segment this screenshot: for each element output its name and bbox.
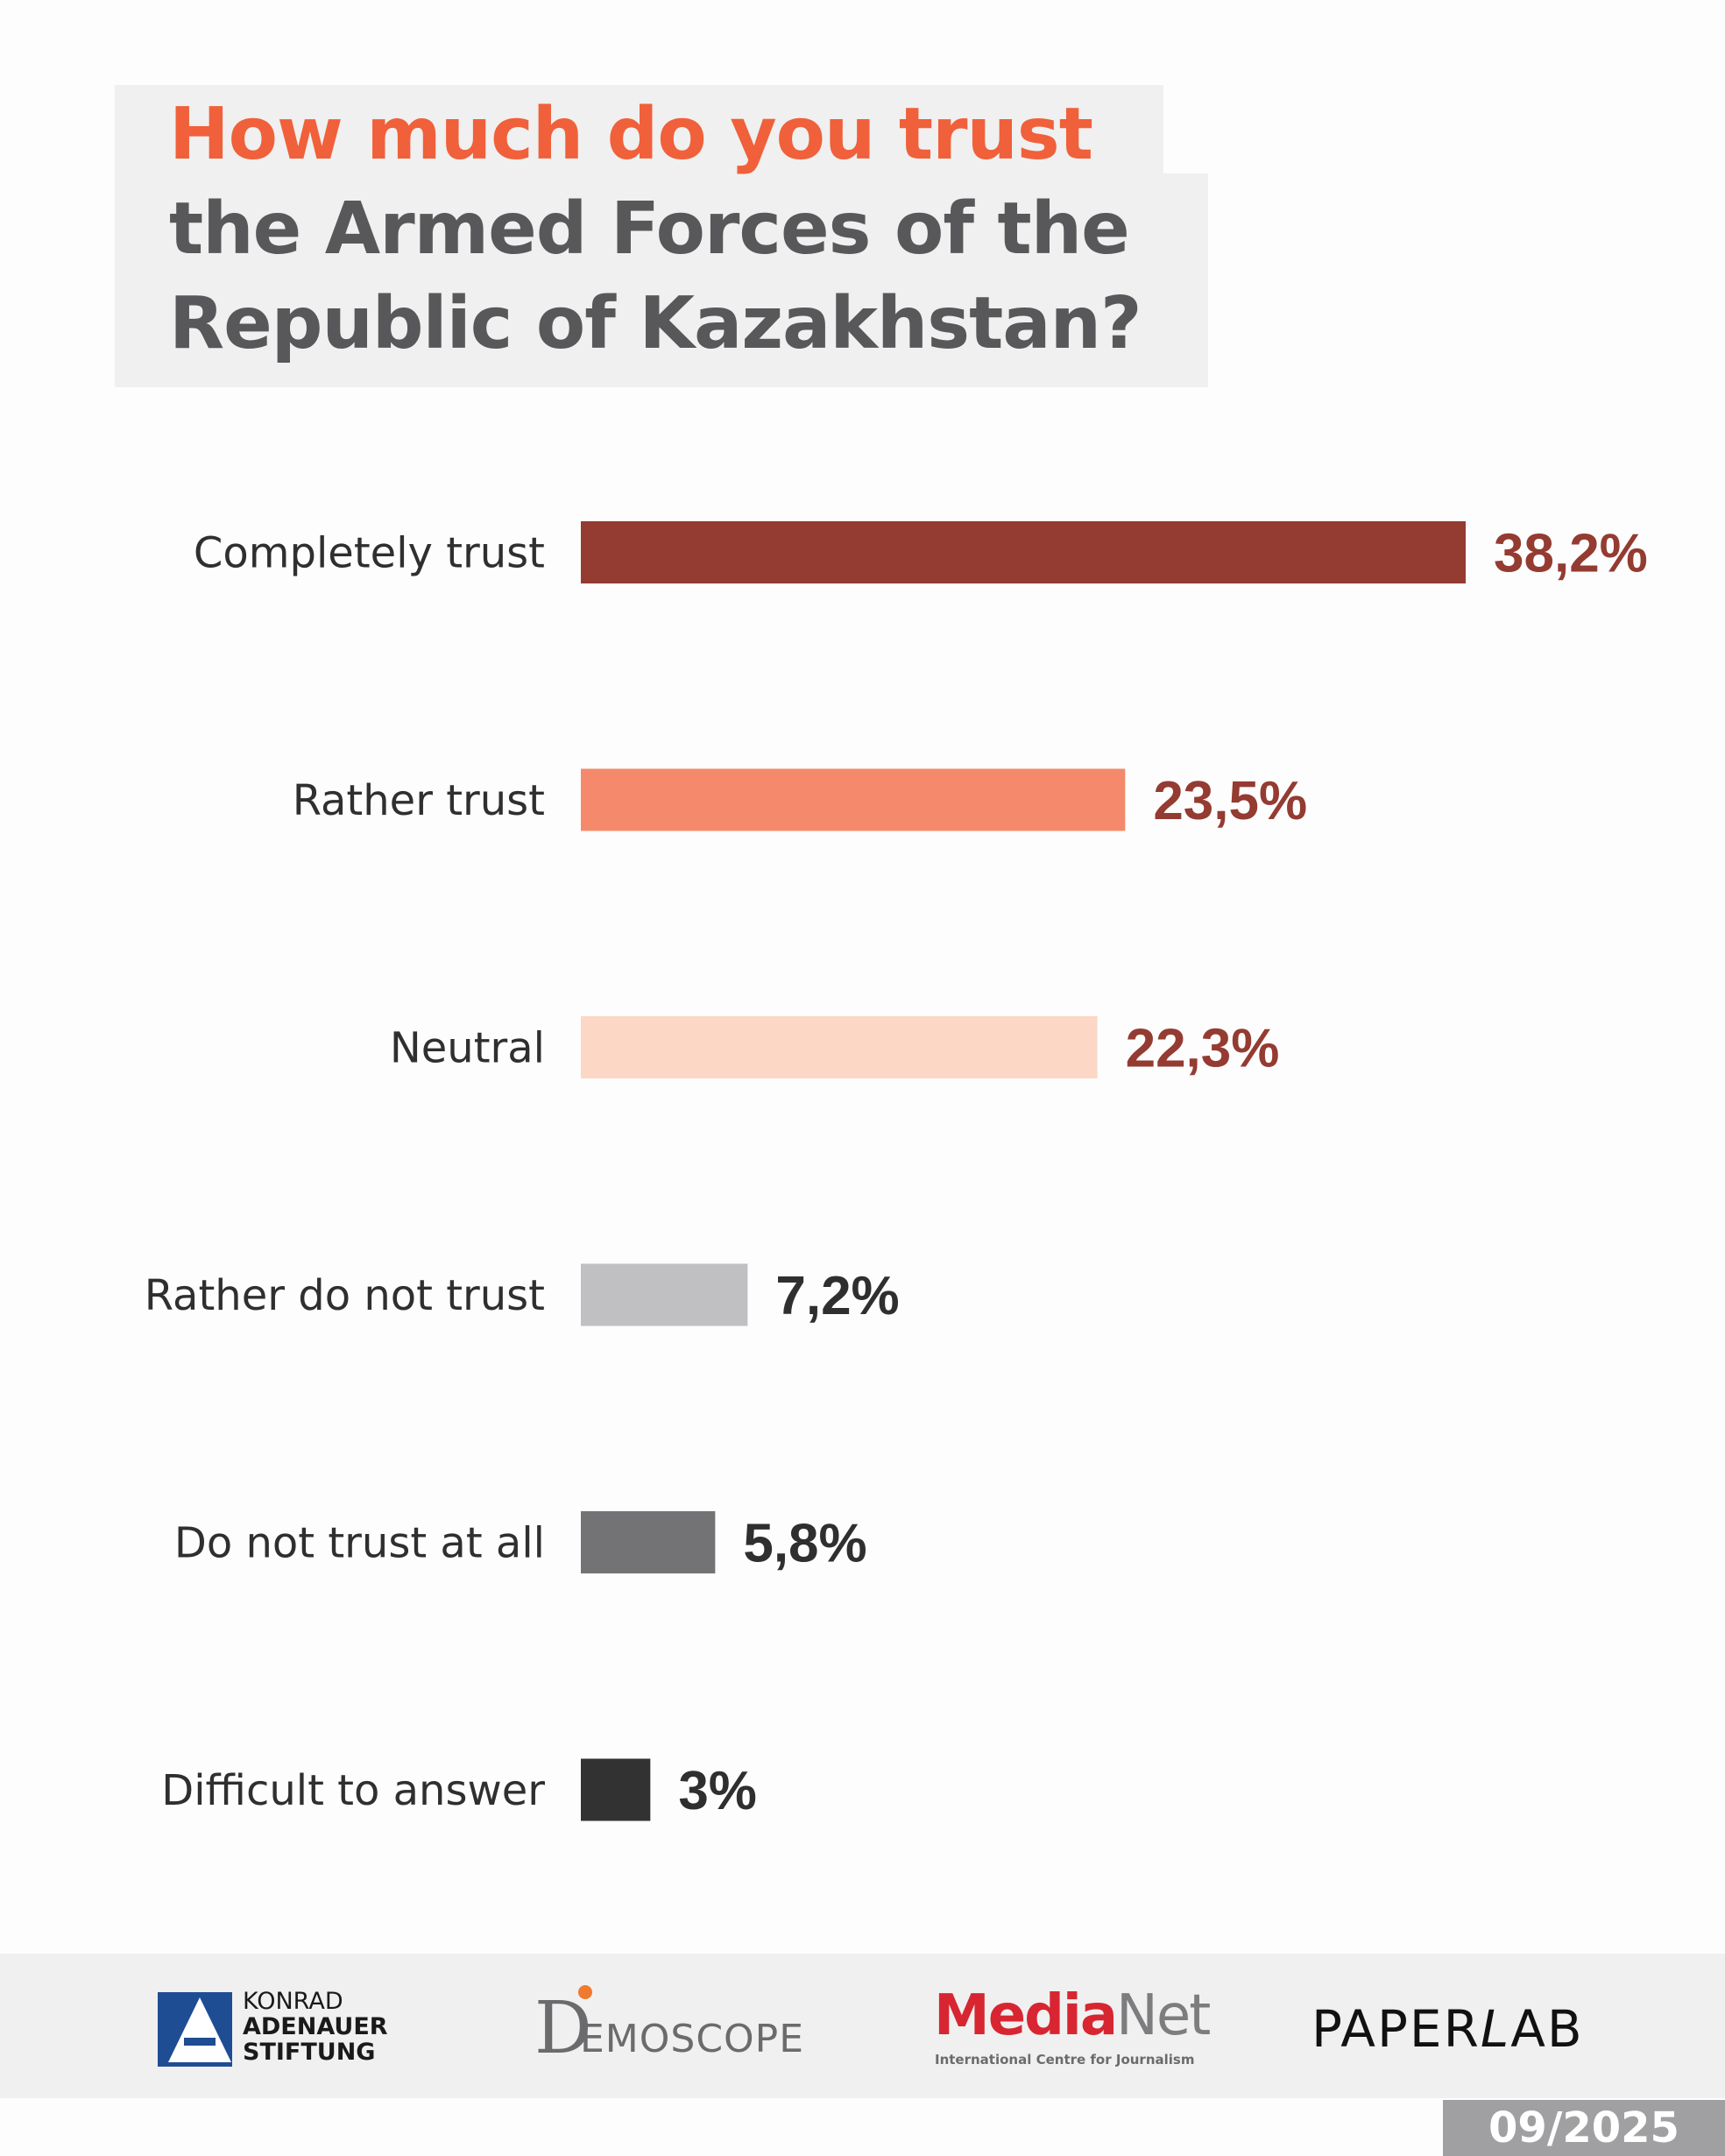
title-line-2: the Armed Forces of the <box>169 187 1130 271</box>
bar <box>581 1016 1098 1078</box>
demoscope-dot-icon <box>578 1985 592 1999</box>
title-background-bottom <box>115 173 1208 387</box>
value-label: 7,2% <box>775 1266 899 1326</box>
value-label: 3% <box>678 1761 757 1821</box>
bar-chart: Completely trust 38,2% Rather trust 23,5% Ne… <box>145 521 1648 1821</box>
bar <box>581 1758 651 1821</box>
kas-mark-icon <box>158 1992 232 2067</box>
title-line-1: How much do you trust <box>169 93 1093 176</box>
kas-line-2: ADENAUER <box>243 2013 388 2040</box>
kas-line-3: STIFTUNG <box>243 2039 376 2066</box>
category-label: Rather trust <box>293 776 545 825</box>
kas-wordmark: KONRAD ADENAUER STIFTUNG <box>243 1989 388 2065</box>
medianet-subtitle: International Centre for Journalism <box>935 2052 1195 2068</box>
paperlab-ab: AB <box>1510 1999 1584 2059</box>
category-label: Neutral <box>390 1024 545 1073</box>
title-line-3: Republic of Kazakhstan? <box>169 282 1142 365</box>
category-label: Do not trust at all <box>174 1519 545 1568</box>
footer-logos: KONRAD ADENAUER STIFTUNG D EMOSCOPE Medi… <box>0 1954 1725 2098</box>
chart-title: How much do you trust the Armed Forces o… <box>169 88 1142 371</box>
bar <box>581 521 1466 583</box>
date-badge: 09/2025 <box>1443 2100 1725 2156</box>
bar <box>581 768 1126 831</box>
title-background-top <box>115 85 1163 175</box>
paperlab-paper: PAPER <box>1311 1999 1481 2059</box>
demoscope-d: D <box>534 1987 592 2070</box>
kas-line-1: KONRAD <box>243 1988 343 2015</box>
bar <box>581 1511 716 1573</box>
bar <box>581 1263 748 1326</box>
value-label: 5,8% <box>743 1514 866 1574</box>
category-label: Completely trust <box>194 529 545 578</box>
medianet-net: Net <box>1116 1983 1211 2048</box>
value-label: 38,2% <box>1494 524 1648 584</box>
category-label: Rather do not trust <box>145 1271 545 1320</box>
value-label: 22,3% <box>1126 1019 1280 1079</box>
medianet-media: Media <box>934 1983 1118 2048</box>
demoscope-wordmark: EMOSCOPE <box>580 2017 805 2061</box>
paperlab-l: L <box>1480 1999 1511 2059</box>
value-label: 23,5% <box>1153 771 1307 831</box>
category-label: Difficult to answer <box>161 1766 545 1815</box>
medianet-wordmark: MediaNet <box>934 1983 1211 2048</box>
paperlab-wordmark: PAPERLAB <box>1311 1999 1584 2059</box>
